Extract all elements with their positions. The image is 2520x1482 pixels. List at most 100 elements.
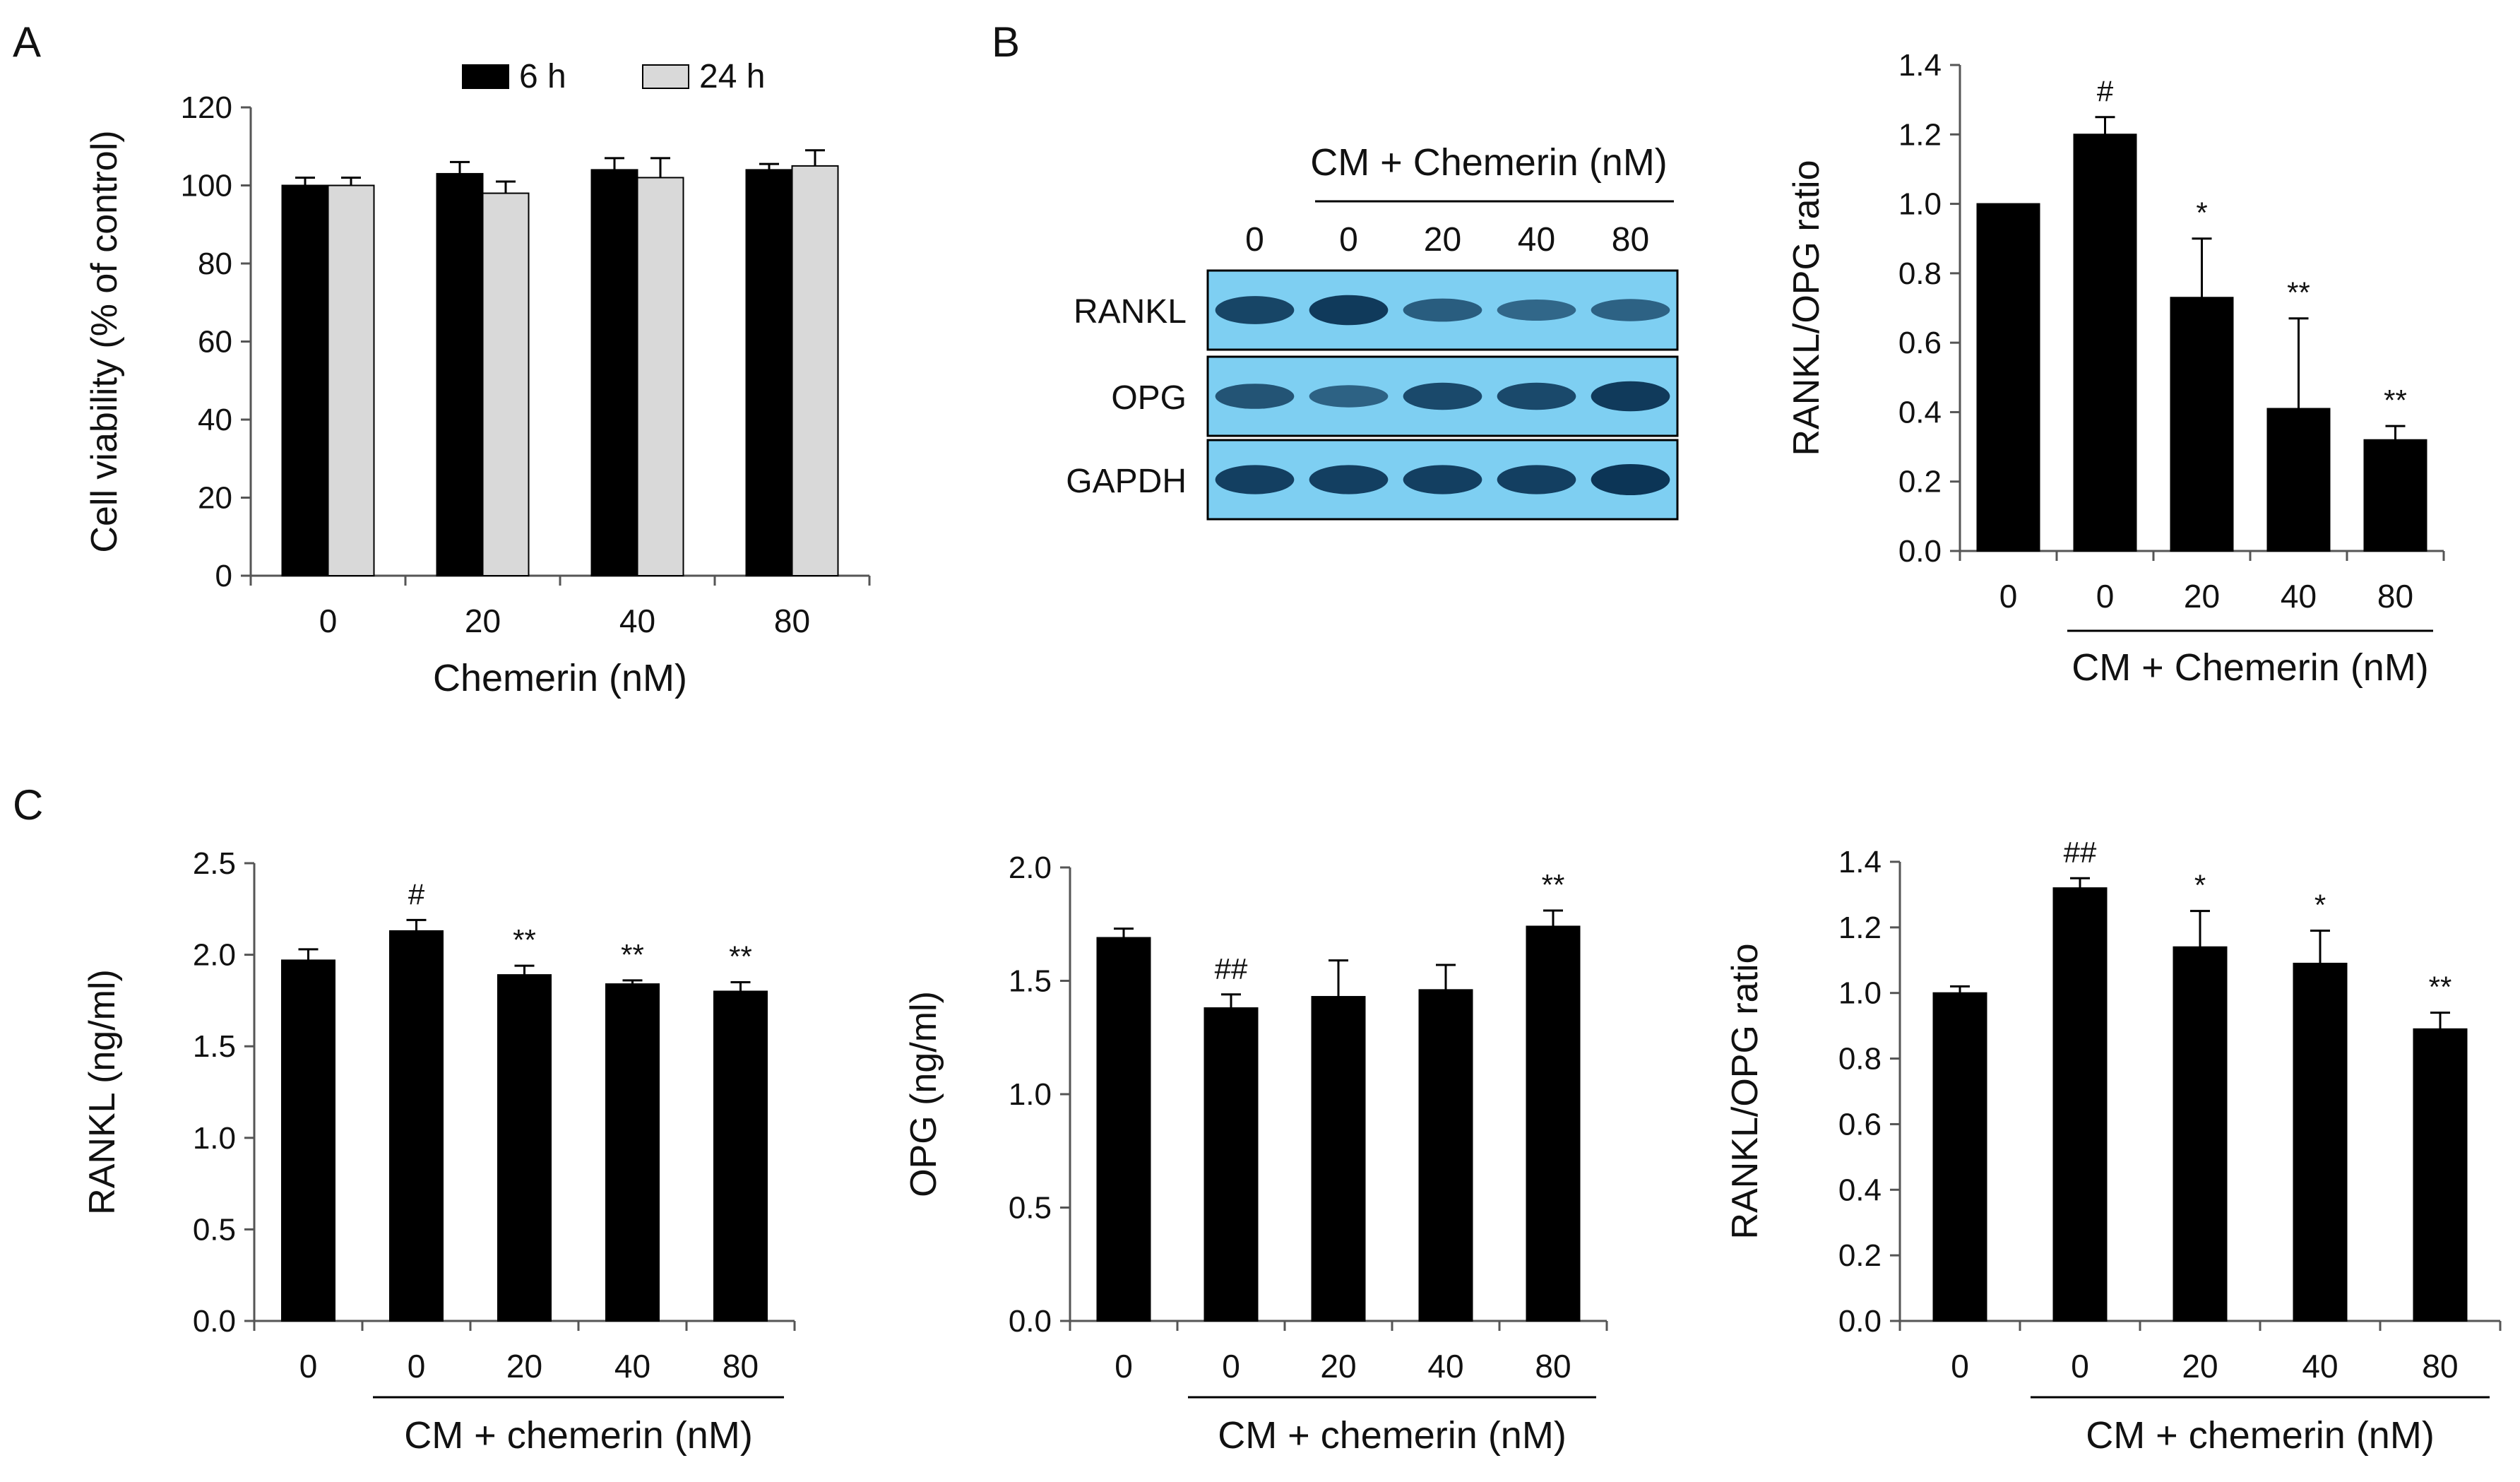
y-axis-title: RANKL/OPG ratio [1725,943,1766,1239]
chart-c-opg: 0.0 0.5 1.0 1.5 2.0 ## ** 0 0 20 40 80 OPG (ng/ml) CM… [903,850,1608,1457]
y-tick-label: 1.0 [1898,187,1942,222]
legend-swatch [462,64,509,89]
bar [1932,992,1987,1322]
bar [2052,887,2108,1322]
y-tick-label: 40 [198,403,232,437]
x-category-label: 20 [2184,578,2220,615]
x-axis-title: Chemerin (nM) [433,657,687,699]
y-tick-label: 60 [198,325,232,360]
y-tick-label: 0.0 [1838,1304,1882,1339]
blot-band [1591,299,1670,321]
blot-header: CM + Chemerin (nM) [1310,141,1668,184]
y-tick-label: 0.8 [1838,1042,1882,1077]
bar [2173,946,2228,1322]
y-tick-label: 2.0 [193,938,236,973]
blot-lane-label: 0 [1339,221,1358,259]
y-axis-title: OPG (ng/ml) [903,991,944,1197]
blot-band [1497,382,1576,410]
y-axis-title: Cell viability (% of control) [84,130,125,552]
y-tick-label: 0.4 [1838,1173,1882,1207]
significance-mark: ** [729,939,752,973]
blot-band [1403,298,1482,322]
bar [636,177,684,576]
x-category-label: 0 [408,1348,426,1385]
significance-mark: * [2196,196,2207,230]
significance-mark: # [408,877,425,911]
bar [605,983,660,1322]
blot-row-label: OPG [1111,379,1187,417]
bar [1976,203,2040,552]
x-category-label: 0 [2071,1348,2089,1385]
blot-row-label: GAPDH [1066,463,1187,500]
x-category-label: 0 [319,603,338,639]
blot-lane-label: 20 [1424,221,1461,259]
x-category-label: 0 [299,1348,318,1385]
blot-band [1309,385,1389,408]
y-tick-label: 0.5 [1009,1191,1052,1226]
bar [2170,297,2234,552]
y-tick-label: 0.6 [1898,326,1942,360]
bar [1203,1007,1259,1322]
bar [2293,962,2348,1322]
x-category-label: 80 [1535,1348,1571,1385]
chart-c-rankl: 0.0 0.5 1.0 1.5 2.0 2.5 # ** ** ** 0 0 20 40 80 RANKL (… [82,846,796,1457]
y-tick-label: 1.0 [1838,976,1882,1011]
legend-swatch [642,64,689,89]
significance-mark: * [2194,869,2206,902]
blot-band [1215,296,1295,324]
x-category-label: 80 [2377,578,2413,615]
y-tick-label: 1.2 [1838,911,1882,945]
x-category-label: 20 [465,603,501,639]
panel-letter-c: C [13,781,43,829]
bar [281,959,335,1322]
x-category-label: 20 [506,1348,542,1385]
blot-band [1591,464,1670,495]
x-category-label: 40 [614,1348,650,1385]
bar [327,184,375,576]
y-tick-label: 80 [198,247,232,281]
significance-mark: ** [621,938,644,971]
treatment-bracket-label: CM + Chemerin (nM) [2072,646,2429,689]
significance-mark: ** [2287,276,2310,309]
y-tick-label: 0.0 [193,1304,236,1339]
blot-band [1215,384,1295,409]
blot-band [1403,465,1482,494]
x-category-label: 40 [2302,1348,2338,1385]
significance-mark: ** [2384,384,2407,417]
significance-mark: ** [2429,971,2452,1004]
bar [745,169,793,576]
treatment-bracket-label: CM + chemerin (nM) [404,1414,753,1457]
bar [2266,408,2331,552]
bar [1526,925,1581,1322]
bar [2073,134,2137,552]
bar [2413,1028,2468,1322]
western-blot: CM + Chemerin (nM) 0 0 20 40 80 RANKL OPG GAPDH [1066,141,1679,521]
y-axis-title: RANKL (ng/ml) [82,969,123,1215]
y-tick-label: 20 [198,481,232,516]
x-category-label: 20 [1320,1348,1356,1385]
x-category-label: 20 [2182,1348,2218,1385]
blot-row-label: RANKL [1074,293,1187,331]
y-tick-label: 0.6 [1838,1107,1882,1142]
significance-mark: ** [1542,868,1565,901]
y-tick-label: 2.5 [193,846,236,881]
y-tick-label: 0.0 [1009,1304,1052,1339]
y-tick-label: 2.0 [1009,850,1052,885]
panel-letter-a: A [13,18,41,66]
x-category-label: 0 [1115,1348,1133,1385]
chart-a-cell-viability: 0 20 40 60 80 100 120 0 20 40 80 Cell viability (% … [84,58,871,699]
blot-band [1497,300,1576,321]
y-tick-label: 0.0 [1898,534,1942,569]
bar [436,172,484,577]
blot-band [1497,465,1576,494]
x-category-label: 80 [2422,1348,2458,1385]
blot-band [1591,381,1670,412]
y-tick-label: 1.0 [193,1121,236,1156]
y-tick-label: 1.2 [1898,117,1942,152]
y-tick-label: 120 [181,90,232,125]
y-tick-label: 1.4 [1838,845,1882,879]
bar [281,184,329,576]
y-tick-label: 0.2 [1838,1238,1882,1273]
bar [2363,439,2427,552]
